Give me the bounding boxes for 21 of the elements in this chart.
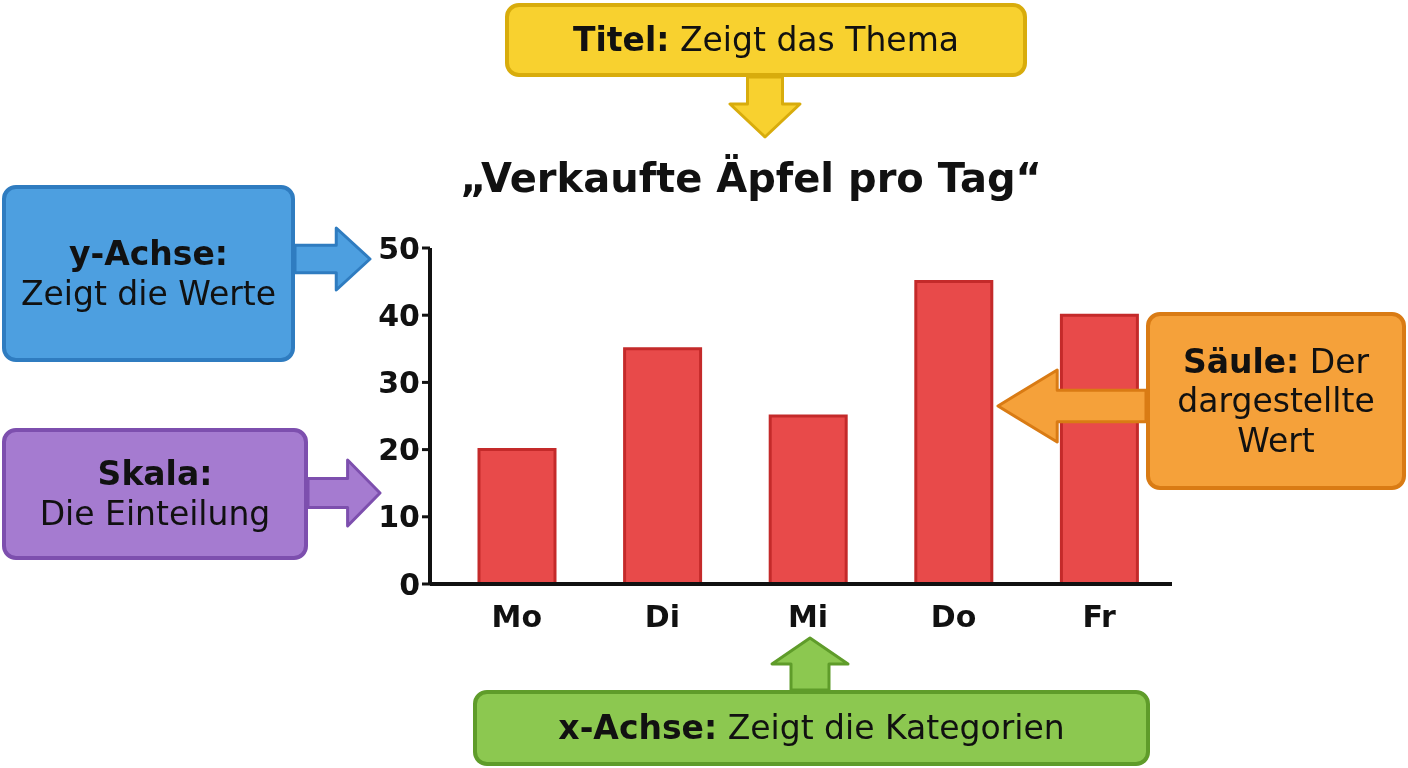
y-tick-label: 10 [378,499,420,535]
y-tick-label: 30 [378,365,420,401]
text: Titel: Zeigt das Thema [572,20,960,60]
x-tick-label: Mo [491,599,543,635]
text: Skala: Die Einteilung [39,454,271,533]
text: Säule: Der dargestellte Wert [1177,341,1375,460]
bar [477,448,557,584]
x-tick-label: Fr [1082,599,1117,635]
y-tick-label: 0 [399,566,420,602]
text: y-Achse: Zeigt die Werte [20,233,277,313]
y-tick-label: 20 [378,432,420,468]
bar [623,347,703,584]
x-tick-label: Do [930,599,977,635]
y-tick-label: 40 [378,297,420,333]
x-tick-label: Di [644,599,680,635]
x-tick-label: Mi [787,599,829,635]
bar [768,414,848,584]
chart-title: „Verkaufte Äpfel pro Tag“ [459,155,1043,201]
y-tick-label: 50 [378,230,420,266]
text: x-Achse: Zeigt die Kategorien [558,708,1065,748]
bar [914,280,994,584]
